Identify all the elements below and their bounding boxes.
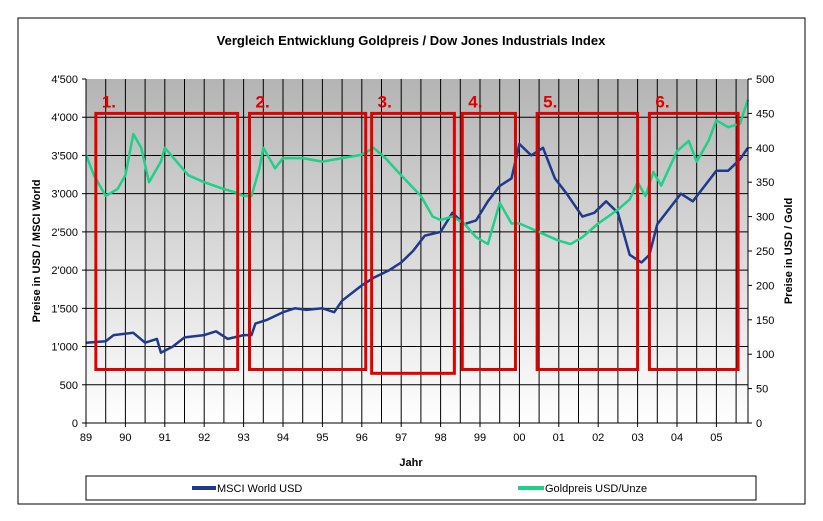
x-tick-label: 89 [80, 432, 92, 444]
period-box-6 [647, 111, 740, 371]
x-tick-label: 93 [237, 432, 249, 444]
y-left-tick-label: 1'500 [51, 303, 78, 315]
period-box-5 [535, 111, 640, 371]
y-left-tick-label: 0 [72, 418, 78, 430]
y-right-tick-label: 0 [756, 418, 762, 430]
y-right-tick-label: 450 [756, 108, 774, 120]
x-tick-label: 90 [119, 432, 131, 444]
x-tick-label: 99 [474, 432, 486, 444]
x-tick-label: 97 [395, 432, 407, 444]
x-tick-label: 05 [710, 432, 722, 444]
y-left-tick-label: 500 [60, 380, 78, 392]
y-left-tick-label: 4'000 [51, 112, 78, 124]
y-right-tick-label: 50 [756, 384, 768, 396]
x-tick-label: 95 [316, 432, 328, 444]
y-right-tick-label: 350 [756, 177, 774, 189]
y-right-tick-label: 200 [756, 280, 774, 292]
y-right-tick-label: 250 [756, 246, 774, 258]
y-right-tick-label: 400 [756, 143, 774, 155]
y-left-tick-label: 2'500 [51, 227, 78, 239]
x-tick-label: 00 [513, 432, 525, 444]
period-label-2: 2. [256, 92, 270, 111]
period-box-4 [460, 111, 517, 371]
x-axis-label: Jahr [399, 457, 423, 469]
period-label-5: 5. [543, 92, 557, 111]
y-right-tick-label: 300 [756, 212, 774, 224]
period-box-2 [248, 111, 368, 371]
y-right-tick-label: 150 [756, 315, 774, 327]
y-right-tick-label: 100 [756, 349, 774, 361]
period-box-1 [94, 111, 240, 371]
y-axis-left-label: Preise in USD / MSCI World [31, 180, 43, 323]
chart-title: Vergleich Entwicklung Goldpreis / Dow Jo… [217, 33, 606, 48]
x-tick-label: 01 [553, 432, 565, 444]
x-tick-label: 03 [631, 432, 643, 444]
period-label-1: 1. [102, 92, 116, 111]
x-tick-label: 98 [434, 432, 446, 444]
legend-label-gold: Goldpreis USD/Unze [545, 483, 647, 495]
period-label-3: 3. [378, 92, 392, 111]
y-right-tick-label: 500 [756, 74, 774, 86]
x-tick-label: 96 [356, 432, 368, 444]
x-tick-label: 91 [159, 432, 171, 444]
y-left-tick-label: 2'000 [51, 265, 78, 277]
y-axis-right-label: Preise in USD / Gold [783, 198, 795, 304]
x-tick-label: 04 [671, 432, 683, 444]
legend-label-msci: MSCI World USD [217, 483, 302, 495]
y-left-tick-label: 1'000 [51, 342, 78, 354]
y-left-tick-label: 4'500 [51, 74, 78, 86]
period-label-4: 4. [468, 92, 482, 111]
period-label-6: 6. [655, 92, 669, 111]
x-tick-label: 02 [592, 432, 604, 444]
x-tick-label: 92 [198, 432, 210, 444]
period-box-3 [370, 111, 456, 375]
x-tick-label: 94 [277, 432, 289, 444]
legend: MSCI World USD Goldpreis USD/Unze [85, 475, 757, 501]
y-left-tick-label: 3'500 [51, 150, 78, 162]
y-left-tick-label: 3'000 [51, 189, 78, 201]
